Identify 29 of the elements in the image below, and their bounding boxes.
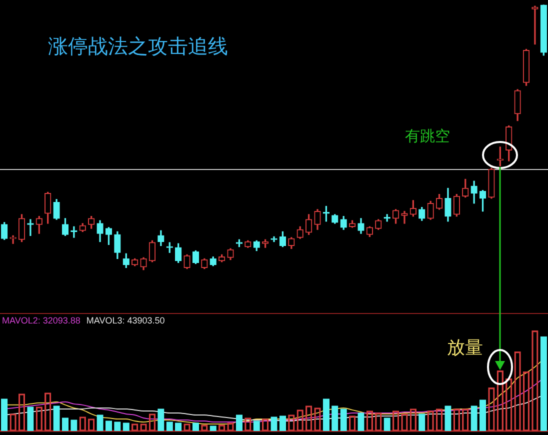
text: MAVOL2: 32093.88 [2,315,80,326]
bar [27,406,34,431]
bar [62,418,69,431]
annotation: 放量 [447,338,483,359]
bar [270,416,278,431]
bar [479,400,486,431]
bar [1,398,8,431]
bar [70,420,78,431]
bar [358,412,364,431]
bar [279,416,286,431]
bar [540,336,547,431]
bar [332,406,338,431]
candlestick [10,235,16,244]
bar [418,414,426,431]
bar [322,398,330,431]
bar [470,406,478,431]
bar [340,408,347,431]
bar [384,418,390,431]
bar [158,408,164,431]
bar [53,406,60,431]
candlestick [532,6,538,45]
text: MAVOL3: 43903.50 [86,315,165,326]
text: 涨停战法之攻击追线 [48,34,228,58]
annotation: 有跳空 [405,126,450,145]
bar [96,414,104,431]
candlestick [401,210,408,224]
bar [444,406,452,431]
bar [236,414,243,431]
candlestick [27,219,34,236]
